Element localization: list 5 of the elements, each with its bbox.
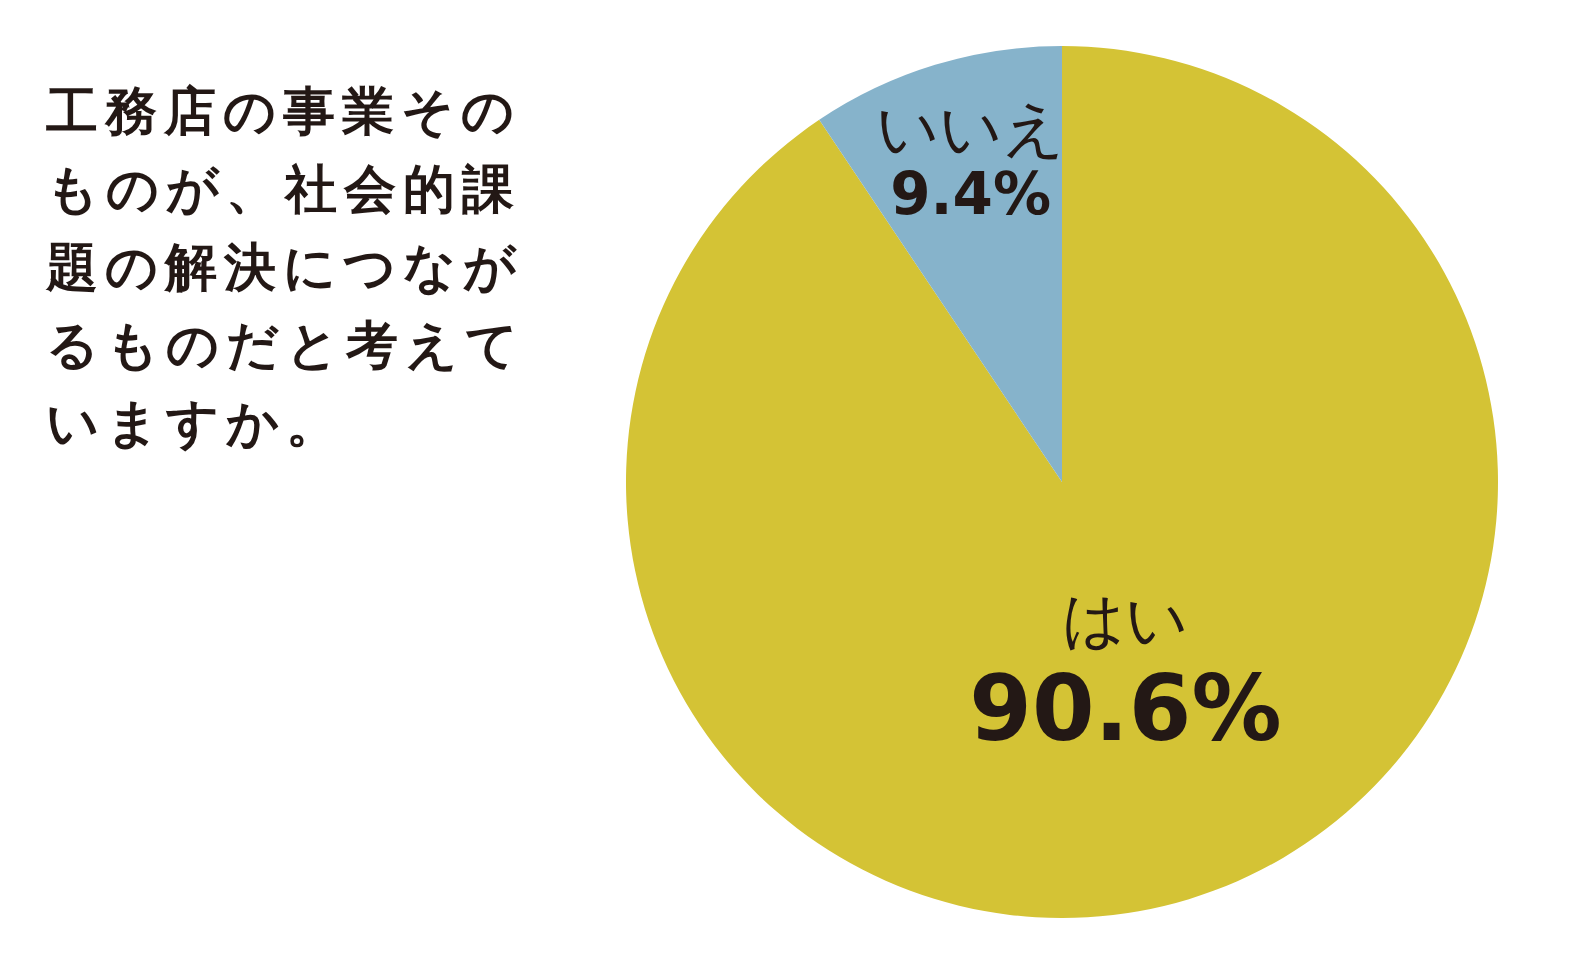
pie-slice [819,46,1062,482]
slice-label: はい [1062,583,1189,657]
pie-slice [626,46,1498,918]
text: 工務店の事業そのものが、社会的課題の解決につながるものだと考えていますか。 [46,80,526,455]
data-label: 90.6% [969,656,1282,762]
